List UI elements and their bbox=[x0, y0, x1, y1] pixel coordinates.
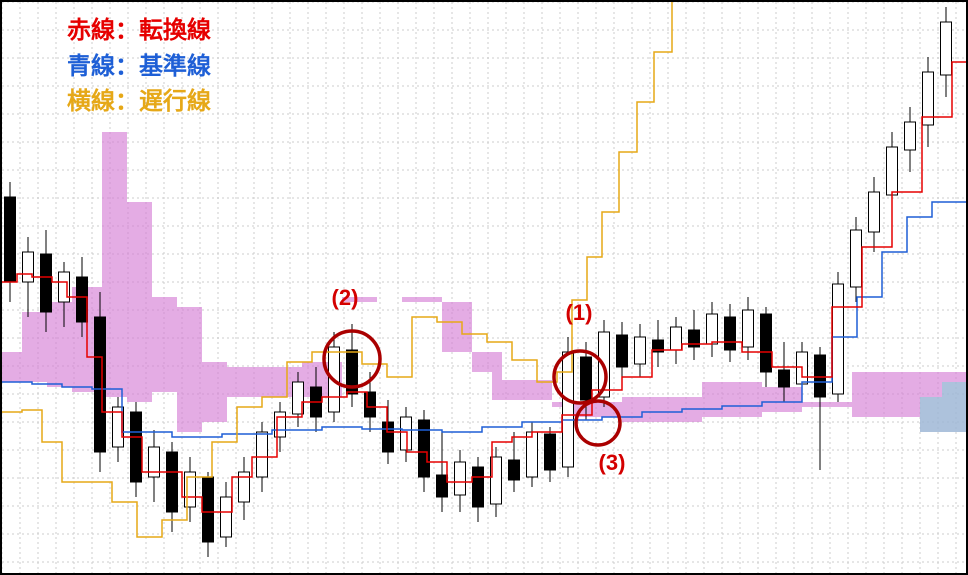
legend-item-0: 赤線：転換線 bbox=[67, 14, 211, 48]
annotation-label-3: (3) bbox=[599, 450, 626, 475]
annotation-label-2: (2) bbox=[332, 285, 359, 310]
legend-item-2: 横線：遅行線 bbox=[67, 85, 211, 119]
annotation-label-1: (1) bbox=[566, 300, 593, 325]
chart-legend: 赤線：転換線青線：基準線横線：遅行線 bbox=[67, 14, 211, 121]
legend-item-1: 青線：基準線 bbox=[67, 50, 211, 84]
ichimoku-chart: (1) (2) (3) 赤線：転換線青線：基準線横線：遅行線 bbox=[0, 0, 968, 575]
